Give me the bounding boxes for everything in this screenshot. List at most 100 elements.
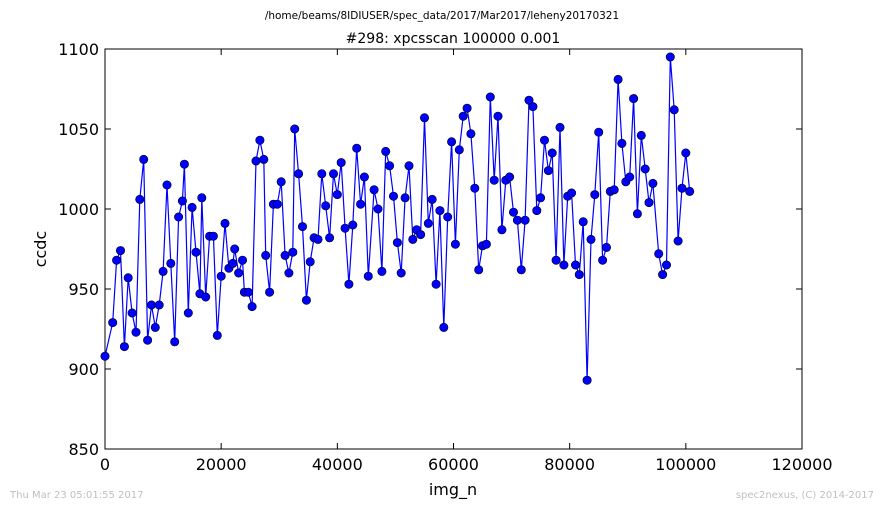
data-point bbox=[539, 135, 549, 145]
data-point bbox=[516, 265, 526, 275]
data-point bbox=[154, 300, 164, 310]
data-point bbox=[392, 238, 402, 248]
data-point bbox=[162, 180, 172, 190]
chart-suptitle: /home/beams/8IDIUSER/spec_data/2017/Mar2… bbox=[265, 10, 619, 22]
data-point bbox=[582, 375, 592, 385]
data-point bbox=[290, 124, 300, 134]
data-point bbox=[265, 287, 275, 297]
data-point bbox=[547, 148, 557, 158]
y-tick-label: 900 bbox=[68, 360, 99, 379]
data-point bbox=[317, 169, 327, 179]
data-point bbox=[228, 258, 238, 268]
data-point bbox=[255, 135, 265, 145]
data-point bbox=[119, 342, 129, 352]
data-point bbox=[470, 183, 480, 193]
series-layer bbox=[100, 52, 695, 385]
data-point bbox=[677, 183, 687, 193]
y-axis: 850 900 950 1000 1050 1100 bbox=[58, 40, 802, 459]
data-point bbox=[150, 322, 160, 332]
data-point bbox=[474, 265, 484, 275]
x-tick-label: 120000 bbox=[771, 455, 832, 474]
y-axis-label: ccdc bbox=[31, 231, 50, 268]
data-point bbox=[543, 166, 553, 176]
data-point bbox=[454, 145, 464, 155]
chart-title: #298: xpcsscan 100000 0.001 bbox=[346, 31, 561, 47]
data-point bbox=[423, 218, 433, 228]
footer-timestamp: Thu Mar 23 05:01:55 2017 bbox=[9, 490, 143, 501]
data-point bbox=[234, 268, 244, 278]
data-point bbox=[143, 335, 153, 345]
data-point bbox=[551, 255, 561, 265]
data-point bbox=[177, 196, 187, 206]
data-point bbox=[586, 234, 596, 244]
data-point bbox=[601, 242, 611, 252]
x-tick-label: 100000 bbox=[655, 455, 716, 474]
data-point bbox=[416, 230, 426, 240]
data-point bbox=[685, 186, 695, 196]
data-point bbox=[681, 148, 691, 158]
data-point bbox=[220, 218, 230, 228]
data-point bbox=[669, 105, 679, 115]
data-point bbox=[555, 122, 565, 132]
data-point bbox=[325, 233, 335, 243]
data-point bbox=[598, 255, 608, 265]
data-point bbox=[363, 271, 373, 281]
data-point bbox=[497, 225, 507, 235]
data-point bbox=[528, 102, 538, 112]
x-tick-label: 20000 bbox=[196, 455, 247, 474]
data-point bbox=[328, 169, 338, 179]
data-point bbox=[559, 260, 569, 270]
data-point bbox=[450, 239, 460, 249]
data-point bbox=[489, 175, 499, 185]
data-point bbox=[439, 322, 449, 332]
data-point bbox=[613, 74, 623, 84]
data-point bbox=[636, 130, 646, 140]
y-tick-label: 850 bbox=[68, 440, 99, 459]
data-point bbox=[632, 209, 642, 219]
data-point bbox=[301, 295, 311, 305]
data-point bbox=[640, 164, 650, 174]
data-point bbox=[617, 138, 627, 148]
data-point bbox=[431, 279, 441, 289]
data-point bbox=[578, 217, 588, 227]
data-point bbox=[359, 172, 369, 182]
data-point bbox=[654, 249, 664, 259]
data-point bbox=[574, 270, 584, 280]
data-point bbox=[321, 201, 331, 211]
data-point bbox=[462, 103, 472, 113]
data-point bbox=[443, 212, 453, 222]
data-point bbox=[396, 268, 406, 278]
data-point bbox=[201, 292, 211, 302]
data-point bbox=[230, 244, 240, 254]
y-tick-label: 950 bbox=[68, 280, 99, 299]
data-point bbox=[590, 190, 600, 200]
data-point bbox=[336, 158, 346, 168]
y-tick-label: 1000 bbox=[58, 200, 99, 219]
x-tick-label: 0 bbox=[100, 455, 110, 474]
plot-area bbox=[104, 48, 803, 450]
data-point bbox=[179, 159, 189, 169]
data-point bbox=[294, 169, 304, 179]
data-point bbox=[658, 270, 668, 280]
data-point bbox=[369, 185, 379, 195]
data-point bbox=[158, 266, 168, 276]
data-point bbox=[261, 250, 271, 260]
data-point bbox=[191, 247, 201, 257]
data-point bbox=[272, 199, 282, 209]
data-point bbox=[520, 215, 530, 225]
data-point bbox=[435, 206, 445, 216]
data-point bbox=[344, 279, 354, 289]
data-point bbox=[408, 234, 418, 244]
data-point bbox=[352, 143, 362, 153]
data-point bbox=[493, 111, 503, 121]
data-point bbox=[532, 206, 542, 216]
footer-copyright: spec2nexus, (C) 2014-2017 bbox=[736, 490, 874, 501]
data-point bbox=[100, 351, 110, 361]
data-point bbox=[216, 271, 226, 281]
data-point bbox=[373, 204, 383, 214]
data-point bbox=[284, 268, 294, 278]
data-point bbox=[644, 198, 654, 208]
data-point bbox=[404, 161, 414, 171]
data-point bbox=[609, 185, 619, 195]
